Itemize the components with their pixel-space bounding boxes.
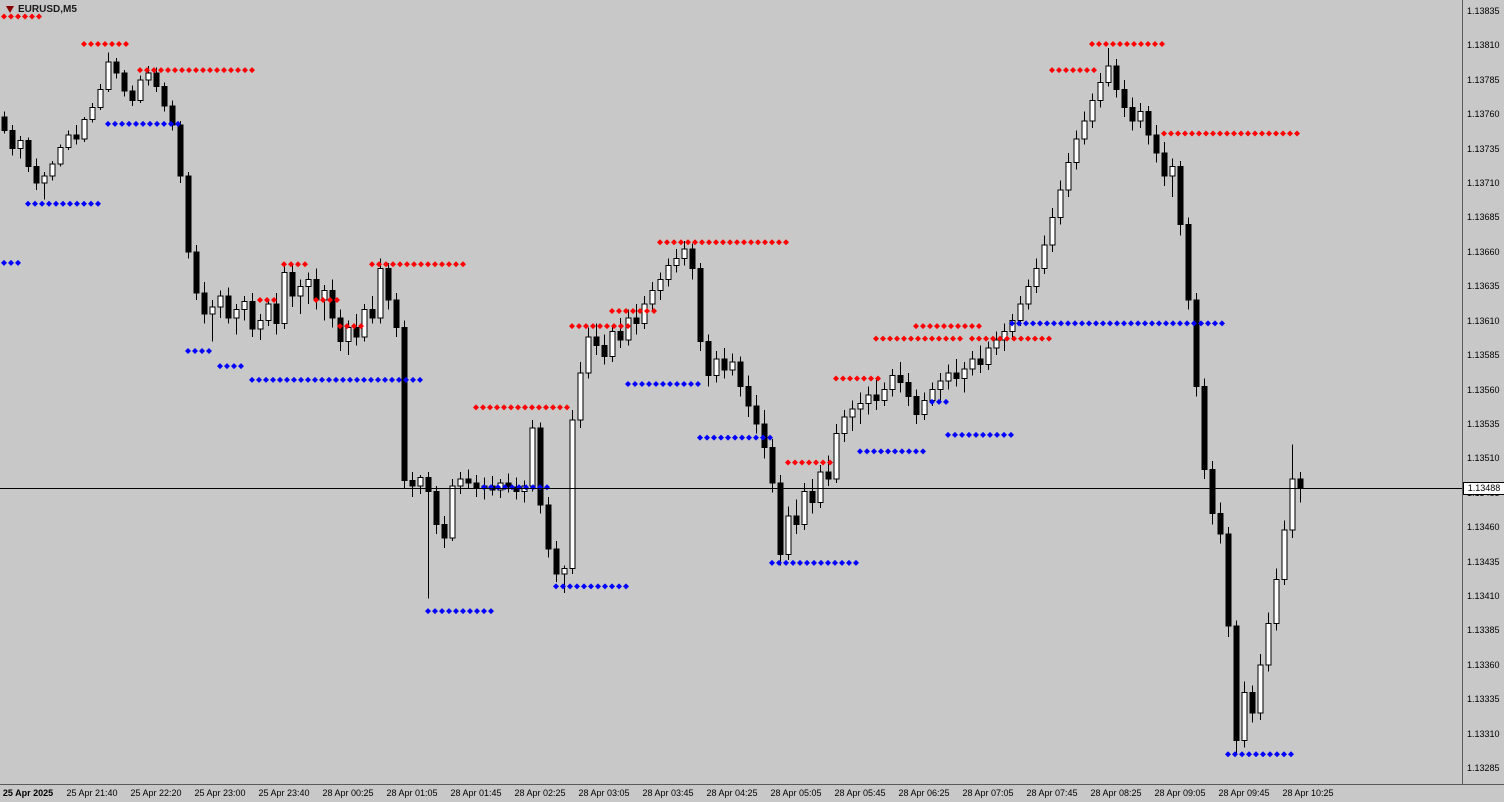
price-tick: 1.13785: [1467, 74, 1500, 85]
symbol-label-text: EURUSD,M5: [18, 4, 77, 15]
time-tick: 28 Apr 05:05: [770, 788, 822, 798]
price-tick: 1.13560: [1467, 384, 1500, 395]
price-tick: 1.13585: [1467, 350, 1500, 361]
time-tick: 28 Apr 09:45: [1218, 788, 1270, 798]
current-price-label: 1.13488: [1463, 481, 1504, 495]
time-tick: 28 Apr 07:05: [962, 788, 1014, 798]
price-tick: 1.13760: [1467, 109, 1500, 120]
time-tick: 28 Apr 03:05: [578, 788, 630, 798]
price-tick: 1.13810: [1467, 40, 1500, 51]
price-axis[interactable]: 1.13488 1.13835 1.13810 1.13785 1.13760 1.13…: [1462, 0, 1504, 784]
price-tick: 1.13460: [1467, 522, 1500, 533]
price-tick: 1.13335: [1467, 694, 1500, 705]
time-axis[interactable]: 25 Apr 2025 25 Apr 21:40 25 Apr 22:20 25 Ap…: [0, 784, 1504, 802]
symbol-label: EURUSD,M5: [6, 4, 77, 15]
time-tick: 25 Apr 22:20: [130, 788, 182, 798]
price-tick: 1.13310: [1467, 728, 1500, 739]
price-tick: 1.13510: [1467, 453, 1500, 464]
price-tick: 1.13660: [1467, 246, 1500, 257]
chart-canvas[interactable]: [0, 0, 1462, 784]
chart-symbol-icon: [6, 6, 14, 13]
time-tick: 25 Apr 23:40: [258, 788, 310, 798]
time-tick: 28 Apr 04:25: [706, 788, 758, 798]
time-tick: 28 Apr 01:05: [386, 788, 438, 798]
price-tick: 1.13435: [1467, 556, 1500, 567]
price-tick: 1.13285: [1467, 763, 1500, 773]
price-tick: 1.13610: [1467, 315, 1500, 326]
time-tick: 28 Apr 07:45: [1026, 788, 1078, 798]
time-tick: 25 Apr 2025: [2, 788, 54, 798]
time-tick: 28 Apr 02:25: [514, 788, 566, 798]
time-tick: 28 Apr 10:25: [1282, 788, 1334, 798]
time-tick: 25 Apr 23:00: [194, 788, 246, 798]
price-tick: 1.13360: [1467, 659, 1500, 670]
time-tick: 28 Apr 05:45: [834, 788, 886, 798]
time-tick: 25 Apr 21:40: [66, 788, 118, 798]
time-tick: 28 Apr 09:05: [1154, 788, 1206, 798]
price-tick: 1.13535: [1467, 418, 1500, 429]
price-tick: 1.13835: [1467, 6, 1500, 16]
time-tick: 28 Apr 01:45: [450, 788, 502, 798]
price-tick: 1.13710: [1467, 178, 1500, 189]
price-tick: 1.13685: [1467, 212, 1500, 223]
price-tick: 1.13735: [1467, 143, 1500, 154]
time-tick: 28 Apr 06:25: [898, 788, 950, 798]
time-tick: 28 Apr 00:25: [322, 788, 374, 798]
time-tick: 28 Apr 08:25: [1090, 788, 1142, 798]
time-tick: 28 Apr 03:45: [642, 788, 694, 798]
price-tick: 1.13410: [1467, 590, 1500, 601]
price-tick: 1.13635: [1467, 281, 1500, 292]
price-tick: 1.13385: [1467, 625, 1500, 636]
